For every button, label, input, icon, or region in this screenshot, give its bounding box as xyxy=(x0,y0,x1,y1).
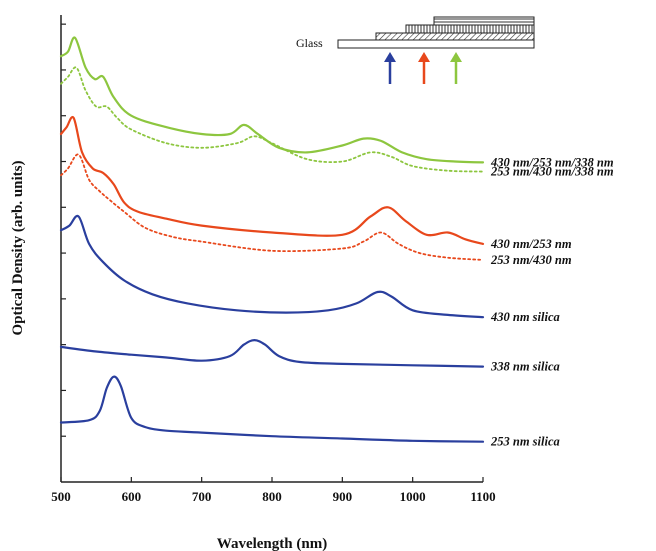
glass-label: Glass xyxy=(296,36,323,50)
x-tick-label: 500 xyxy=(51,489,71,504)
x-tick-label: 600 xyxy=(122,489,142,504)
series-label-7: 253 nm silica xyxy=(490,435,560,449)
series-line-6 xyxy=(59,339,485,368)
series-lines xyxy=(59,36,485,443)
series-label-4: 253 nm/430 nm xyxy=(490,253,572,267)
inset-arrowhead-3 xyxy=(450,52,462,62)
layer-horizontal xyxy=(433,16,535,26)
x-tick-label: 1100 xyxy=(470,489,495,504)
inset-arrowhead-2 xyxy=(418,52,430,62)
x-tick-label: 700 xyxy=(192,489,212,504)
inset-arrows xyxy=(384,52,462,84)
layer-vertical xyxy=(405,24,535,34)
y-axis-title: Optical Density (arb. units) xyxy=(10,160,26,335)
glass-substrate xyxy=(337,39,535,49)
axes xyxy=(60,15,483,483)
layer-diagonal xyxy=(375,32,535,41)
series-line-1 xyxy=(59,36,485,164)
series-label-1: 430 nm/253 nm/338 nm xyxy=(490,155,614,169)
y-ticks xyxy=(61,23,66,437)
x-axis-title: Wavelength (nm) xyxy=(217,536,327,551)
series-line-7 xyxy=(59,375,485,443)
layer-stack-inset: Glass xyxy=(296,16,535,84)
series-line-3 xyxy=(59,115,485,245)
series-line-4 xyxy=(60,153,484,261)
series-label-5: 430 nm silica xyxy=(490,310,560,324)
series-label-2: 253 nm/430 nm/338 nm xyxy=(490,165,614,179)
series-label-6: 338 nm silica xyxy=(490,360,560,374)
series-line-2 xyxy=(60,66,484,173)
x-tick-label: 900 xyxy=(333,489,353,504)
series-label-3: 430 nm/253 nm xyxy=(490,237,572,251)
series-line-5 xyxy=(59,214,485,319)
x-tick-label: 1000 xyxy=(400,489,426,504)
inset-arrowhead-1 xyxy=(384,52,396,62)
x-ticks: 500 600 700 800 900 1000 1100 xyxy=(51,477,496,504)
x-tick-label: 800 xyxy=(262,489,282,504)
